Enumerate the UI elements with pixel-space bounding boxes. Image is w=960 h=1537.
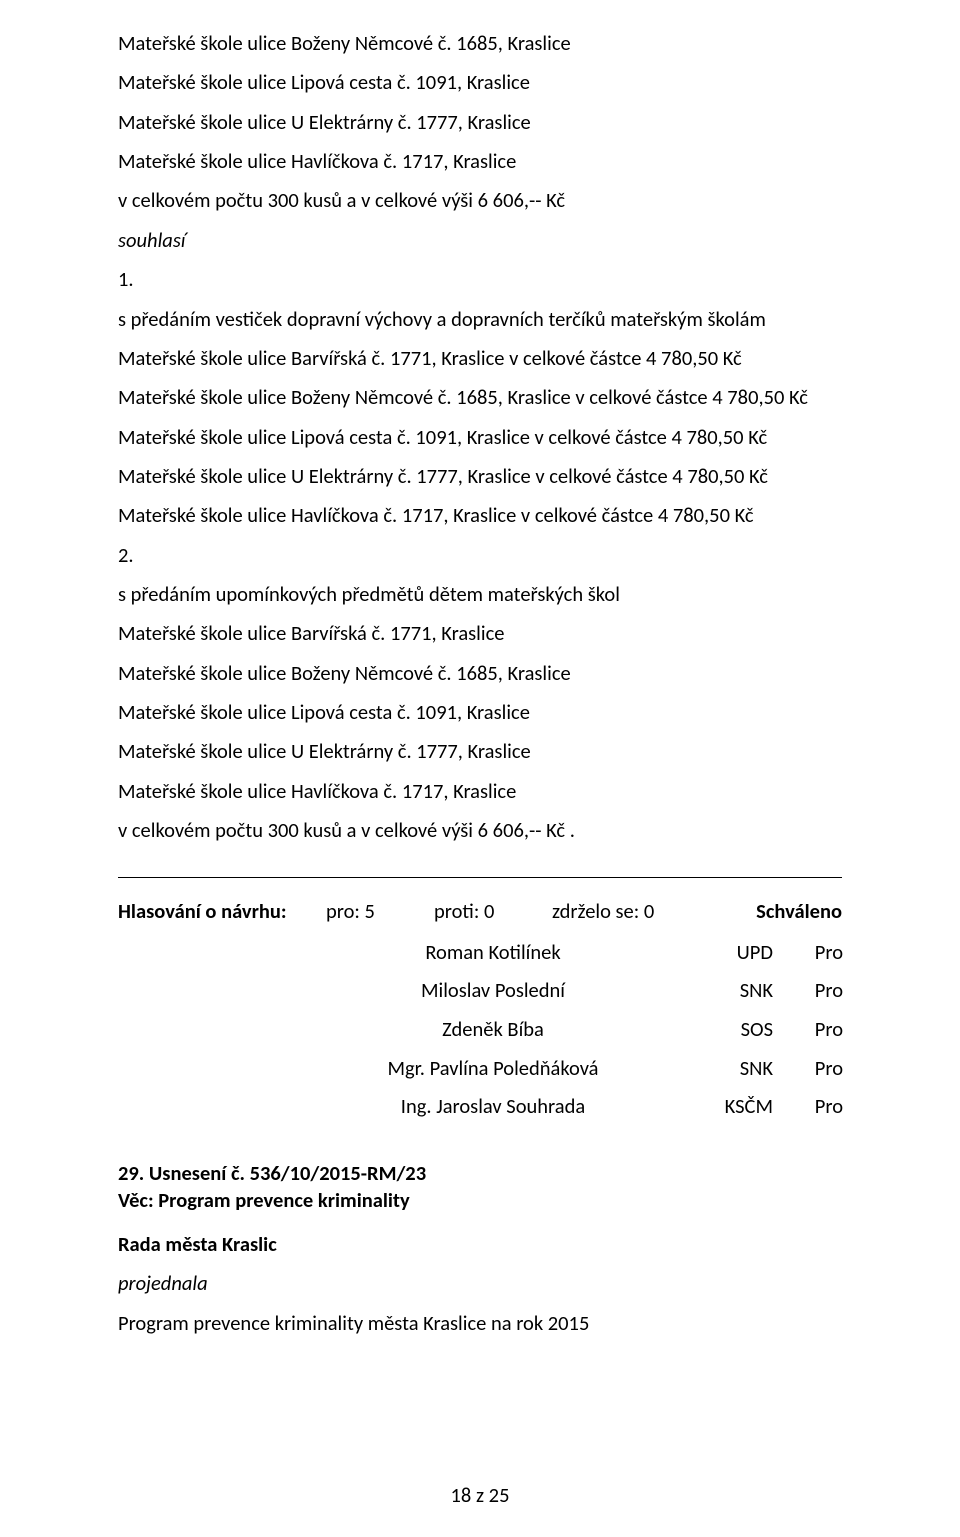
vote-result: Schváleno — [725, 892, 842, 931]
vote-pro: pro: 5 — [326, 892, 434, 931]
list-item-line: Mateřské škole ulice Barvířská č. 1771, … — [118, 339, 842, 378]
list-item-line: Mateřské škole ulice U Elektrárny č. 177… — [118, 457, 842, 496]
body-line: Mateřské škole ulice Lipová cesta č. 109… — [118, 63, 842, 102]
vote-summary-row: Hlasování o návrhu: pro: 5 proti: 0 zdrž… — [118, 892, 842, 931]
voter-party: SOS — [633, 1010, 783, 1049]
voter-name: Miloslav Poslední — [353, 971, 633, 1010]
resolution-subject: Věc: Program prevence kriminality — [118, 1187, 842, 1215]
vote-proti: proti: 0 — [434, 892, 552, 931]
projednala-label: projednala — [118, 1264, 842, 1303]
body-line: Mateřské škole ulice Havlíčkova č. 1717,… — [118, 142, 842, 181]
document-page: Mateřské škole ulice Boženy Němcové č. 1… — [0, 0, 960, 1537]
list-item-line: Mateřské škole ulice Barvířská č. 1771, … — [118, 614, 842, 653]
souhlasi-label: souhlasí — [118, 221, 842, 260]
list-item-line: Mateřské škole ulice U Elektrárny č. 177… — [118, 732, 842, 771]
voter-name: Roman Kotilínek — [353, 933, 633, 972]
voter-name: Zdeněk Bíba — [353, 1010, 633, 1049]
list-number: 1. — [118, 260, 842, 299]
voter-row: Zdeněk Bíba SOS Pro — [118, 1010, 842, 1049]
list-item-line: v celkovém počtu 300 kusů a v celkové vý… — [118, 811, 842, 850]
voter-party: SNK — [633, 1049, 783, 1088]
list-item-line: Mateřské škole ulice Boženy Němcové č. 1… — [118, 654, 842, 693]
voter-row: Miloslav Poslední SNK Pro — [118, 971, 842, 1010]
voter-vote: Pro — [783, 1010, 843, 1049]
list-item-line: Mateřské škole ulice Lipová cesta č. 109… — [118, 418, 842, 457]
list-number: 2. — [118, 536, 842, 575]
voter-row: Mgr. Pavlína Poledňáková SNK Pro — [118, 1049, 842, 1088]
body-line: Mateřské škole ulice Boženy Němcové č. 1… — [118, 24, 842, 63]
resolution-heading: 29. Usnesení č. 536/10/2015-RM/23 — [118, 1160, 842, 1188]
voter-name: Mgr. Pavlína Poledňáková — [353, 1049, 633, 1088]
voter-party: KSČM — [633, 1087, 783, 1126]
voter-row: Ing. Jaroslav Souhrada KSČM Pro — [118, 1087, 842, 1126]
body-line: Mateřské škole ulice U Elektrárny č. 177… — [118, 103, 842, 142]
list-item-line: Mateřské škole ulice Boženy Němcové č. 1… — [118, 378, 842, 417]
body-line: v celkovém počtu 300 kusů a v celkové vý… — [118, 181, 842, 220]
list-item-line: Mateřské škole ulice Havlíčkova č. 1717,… — [118, 496, 842, 535]
voter-name: Ing. Jaroslav Souhrada — [353, 1087, 633, 1126]
voter-vote: Pro — [783, 933, 843, 972]
list-item-line: s předáním vestiček dopravní výchovy a d… — [118, 300, 842, 339]
resolution-text: Program prevence kriminality města Krasl… — [118, 1304, 842, 1343]
separator-rule — [118, 877, 842, 878]
list-item-line: s předáním upomínkových předmětů dětem m… — [118, 575, 842, 614]
voters-list: Roman Kotilínek UPD Pro Miloslav Posledn… — [118, 933, 842, 1126]
voter-row: Roman Kotilínek UPD Pro — [118, 933, 842, 972]
voter-party: SNK — [633, 971, 783, 1010]
voter-vote: Pro — [783, 1049, 843, 1088]
voter-vote: Pro — [783, 971, 843, 1010]
list-item-line: Mateřské škole ulice Lipová cesta č. 109… — [118, 693, 842, 732]
voter-party: UPD — [633, 933, 783, 972]
resolution-council: Rada města Kraslic — [118, 1225, 842, 1264]
voter-vote: Pro — [783, 1087, 843, 1126]
vote-label: Hlasování o návrhu: — [118, 892, 326, 931]
page-footer: 18 z 25 — [0, 1476, 960, 1515]
list-item-line: Mateřské škole ulice Havlíčkova č. 1717,… — [118, 772, 842, 811]
vote-zdrzelo: zdrželo se: 0 — [552, 892, 725, 931]
